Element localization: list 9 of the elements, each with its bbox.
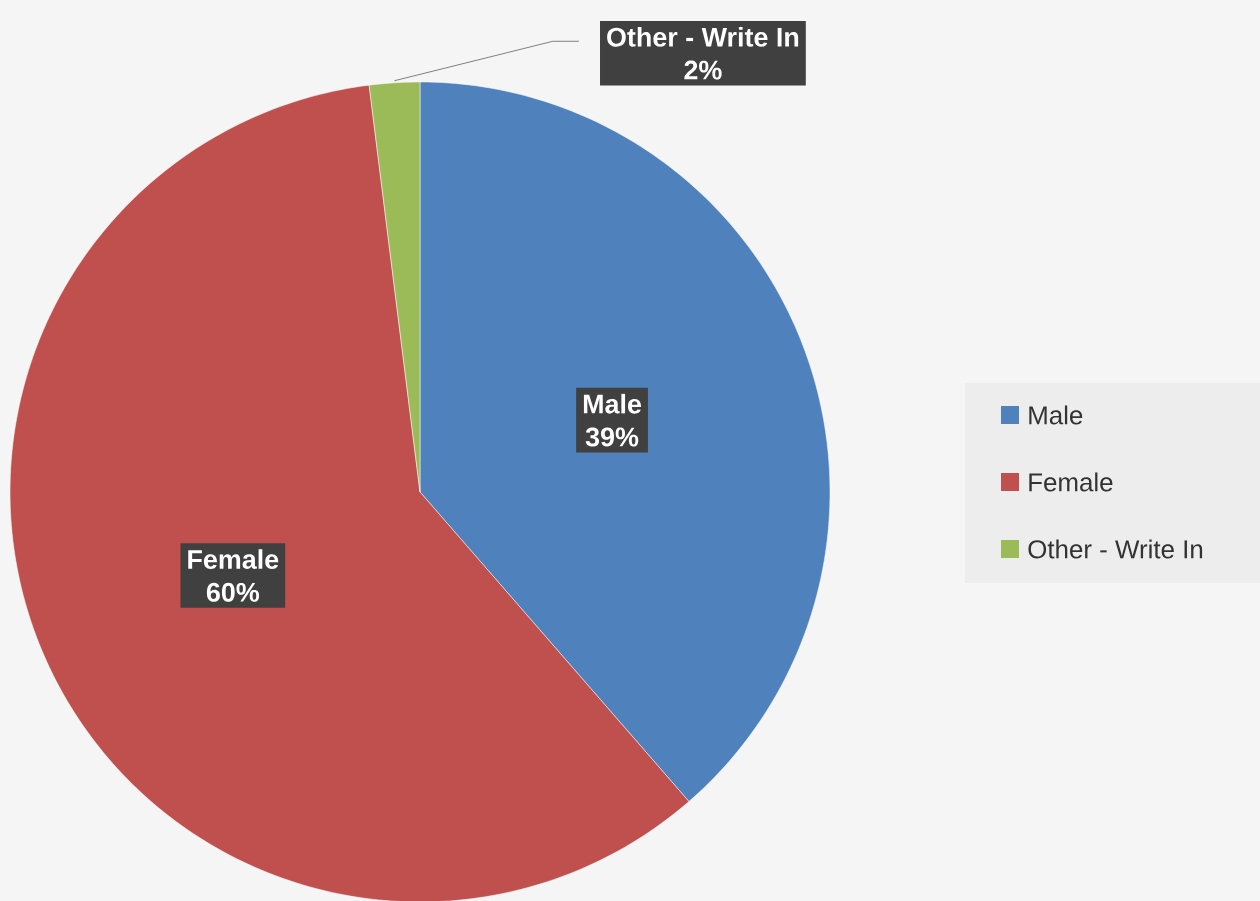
slice-label: Other - Write In — [607, 26, 799, 47]
legend-label: Male — [1029, 405, 1083, 425]
slice-label: Male — [583, 393, 642, 414]
data-label: 60% — [206, 582, 260, 602]
legend-label: Female — [1029, 472, 1113, 492]
data-label: 39% — [585, 427, 639, 447]
legend-label: Other - Write In — [1028, 539, 1203, 559]
data-label: 2% — [684, 60, 722, 80]
slice-label: Female — [188, 549, 279, 569]
